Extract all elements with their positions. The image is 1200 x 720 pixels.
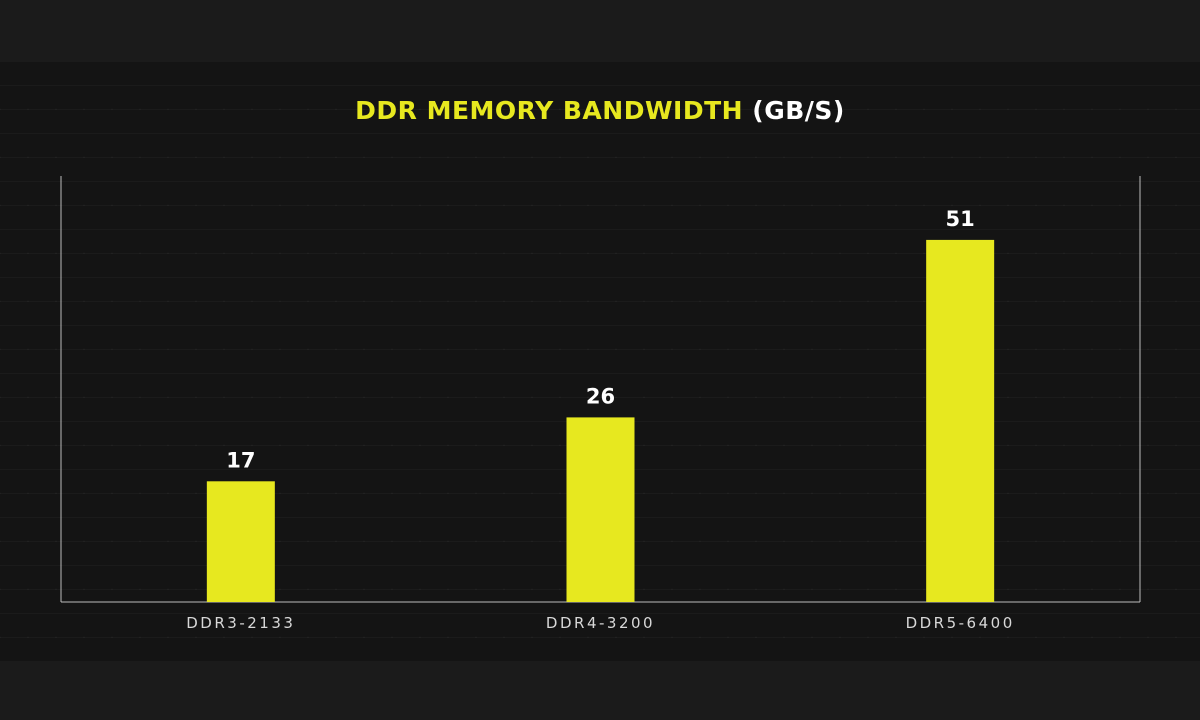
chart-title-unit: (GB/S)	[752, 96, 845, 125]
data-label-ddr4-3200: 26	[586, 384, 615, 408]
chart-title: DDR MEMORY BANDWIDTH (GB/S)	[0, 96, 1200, 125]
x-tick-label-ddr5-6400: DDR5-6400	[906, 614, 1015, 632]
bar-chart: 17 DDR3-2133 26 DDR4-3200 51 DDR5-6400	[60, 176, 1141, 632]
bar-ddr4-3200	[566, 417, 635, 602]
data-label-ddr3-2133: 17	[226, 448, 255, 472]
bar-ddr5-6400	[926, 239, 995, 602]
chart-title-text: DDR MEMORY BANDWIDTH	[355, 96, 744, 125]
data-label-ddr5-6400: 51	[946, 207, 975, 231]
x-tick-label-ddr3-2133: DDR3-2133	[186, 614, 295, 632]
bar-ddr3-2133	[206, 481, 275, 602]
x-tick-label-ddr4-3200: DDR4-3200	[546, 614, 655, 632]
chart-panel: DDR MEMORY BANDWIDTH (GB/S) 17 DDR3-2133 2…	[0, 62, 1200, 662]
